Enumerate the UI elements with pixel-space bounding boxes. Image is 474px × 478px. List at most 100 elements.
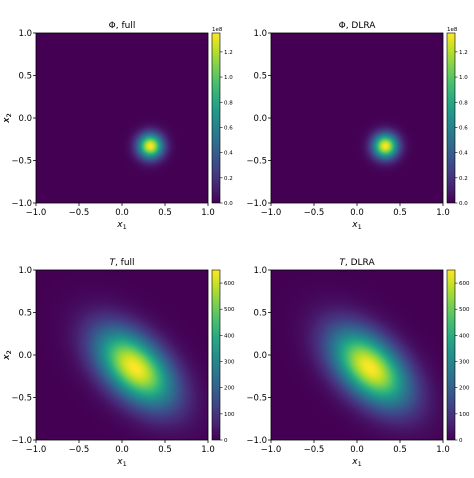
y-axis-label-subscript: 2 bbox=[5, 350, 13, 354]
y-axis-label-variable: x bbox=[2, 354, 12, 361]
panel-title-suffix: , DLRA bbox=[346, 21, 377, 31]
y-tick-label: 1.0 bbox=[253, 266, 267, 276]
x-axis-label: x1 bbox=[351, 457, 361, 468]
colorbar-tick-label: 0 bbox=[459, 438, 463, 444]
x-tick-label: −0.5 bbox=[304, 208, 325, 218]
y-axis-label: x2 bbox=[2, 350, 13, 360]
colorbar-tick-label: 0.0 bbox=[459, 201, 468, 207]
panel-title: Φ, DLRA bbox=[339, 21, 377, 31]
x-axis-label-variable: x bbox=[351, 457, 358, 467]
colorbar-tick-label: 1.2 bbox=[459, 50, 468, 56]
x-axis-label-subscript: 1 bbox=[358, 460, 362, 468]
x-axis-label-subscript: 1 bbox=[358, 223, 362, 231]
heatmap-panel-1: Φ, full −1.0 −0.5 0.0 0.5 1.0 −1.0 −0.5 0.0 0.5 1.… bbox=[2, 21, 233, 231]
y-tick-label: −1.0 bbox=[246, 436, 267, 446]
y-axis-label-variable: x bbox=[2, 354, 12, 361]
colorbar-tick-label: 200 bbox=[224, 386, 235, 392]
colorbar-tick-label: 0 bbox=[224, 438, 228, 444]
colorbar-tick-label: 600 bbox=[459, 281, 470, 287]
x-axis-label-variable: x bbox=[351, 220, 358, 230]
x-tick-label: 0.5 bbox=[393, 445, 407, 455]
colorbar bbox=[211, 269, 221, 441]
panel-title-symbol: T bbox=[339, 258, 346, 268]
panel-title: T, full bbox=[109, 258, 134, 268]
y-axis-label-subscript: 2 bbox=[5, 350, 13, 354]
panel-title-suffix: , full bbox=[116, 21, 136, 31]
x-axis-label-subscript: 1 bbox=[123, 460, 127, 468]
panel-title-symbol: T bbox=[109, 258, 116, 268]
x-tick-label: 0.0 bbox=[350, 445, 364, 455]
colorbar bbox=[211, 32, 221, 204]
x-tick-label: −1.0 bbox=[26, 208, 47, 218]
colorbar-tick-label: 0.4 bbox=[459, 151, 468, 157]
y-tick-label: −0.5 bbox=[246, 394, 267, 404]
heatmap-panel-4: T, DLRA −1.0 −0.5 0.0 0.5 1.0 −1.0 −0.5 0.0 0.5 1.… bbox=[2, 258, 470, 468]
colorbar-tick-label: 400 bbox=[459, 333, 470, 339]
x-axis-label-subscript: 1 bbox=[123, 223, 127, 231]
y-axis-label-variable: x bbox=[2, 117, 12, 124]
colorbar-tick-label: 500 bbox=[459, 307, 470, 313]
y-axis-label-subscript: 2 bbox=[5, 113, 13, 117]
x-tick-label: 1.0 bbox=[436, 445, 450, 455]
y-tick-label: −1.0 bbox=[11, 436, 32, 446]
y-tick-label: 0.0 bbox=[253, 351, 267, 361]
heatmap-image bbox=[36, 33, 208, 203]
colorbar-tick-label: 0.0 bbox=[224, 201, 233, 207]
colorbar-tick-label: 300 bbox=[224, 360, 235, 366]
panel-title-symbol: Φ bbox=[109, 21, 116, 31]
colorbar-tick-label: 0.8 bbox=[224, 100, 233, 106]
y-tick-label: −1.0 bbox=[11, 199, 32, 209]
colorbar-tick-label: 1.2 bbox=[224, 50, 233, 56]
x-tick-label: 0.5 bbox=[158, 208, 172, 218]
x-tick-label: 1.0 bbox=[201, 445, 215, 455]
x-axis-label-variable: x bbox=[116, 457, 123, 467]
y-tick-label: 0.5 bbox=[253, 72, 267, 82]
y-tick-label: 0.5 bbox=[18, 72, 32, 82]
x-tick-label: −0.5 bbox=[69, 208, 90, 218]
panel-title-symbol: Φ bbox=[339, 21, 346, 31]
colorbar-tick-label: 400 bbox=[224, 333, 235, 339]
heatmap-panel-3: T, full −1.0 −0.5 0.0 0.5 1.0 −1.0 −0.5 0.0 0.5 1.… bbox=[2, 258, 235, 468]
colorbar-tick-label: 100 bbox=[224, 412, 235, 418]
colorbar-tick-label: 0.2 bbox=[224, 176, 233, 182]
y-tick-label: −0.5 bbox=[11, 157, 32, 167]
y-tick-label: −1.0 bbox=[246, 199, 267, 209]
x-tick-label: 0.0 bbox=[115, 445, 129, 455]
x-axis-label: x1 bbox=[116, 457, 126, 468]
x-tick-label: 0.5 bbox=[393, 208, 407, 218]
colorbar-tick-label: 0.2 bbox=[459, 176, 468, 182]
heatmap-image bbox=[271, 33, 443, 203]
colorbar-tick-label: 300 bbox=[459, 360, 470, 366]
colorbar-scale-label: 1e8 bbox=[447, 27, 458, 33]
y-axis-label-subscript: 2 bbox=[5, 113, 13, 117]
colorbar-tick-label: 500 bbox=[224, 307, 235, 313]
colorbar bbox=[446, 269, 456, 441]
colorbar-tick-label: 0.8 bbox=[459, 100, 468, 106]
colorbar-tick-label: 100 bbox=[459, 412, 470, 418]
x-tick-label: 0.0 bbox=[350, 208, 364, 218]
colorbar-scale-label: 1e8 bbox=[212, 27, 223, 33]
y-tick-label: 0.0 bbox=[18, 114, 32, 124]
heatmap-image bbox=[36, 270, 208, 440]
y-tick-label: 0.5 bbox=[18, 309, 32, 319]
y-tick-label: 0.0 bbox=[18, 351, 32, 361]
y-tick-label: −0.5 bbox=[11, 394, 32, 404]
colorbar bbox=[446, 32, 456, 204]
x-tick-label: 0.0 bbox=[115, 208, 129, 218]
y-tick-label: 0.5 bbox=[253, 309, 267, 319]
colorbar-tick-label: 0.6 bbox=[459, 125, 468, 131]
y-axis-label: x2 bbox=[2, 350, 13, 360]
x-tick-label: −0.5 bbox=[304, 445, 325, 455]
y-tick-label: −0.5 bbox=[246, 157, 267, 167]
colorbar-tick-label: 200 bbox=[459, 386, 470, 392]
panel-title: T, DLRA bbox=[339, 258, 375, 268]
colorbar-tick-label: 0.6 bbox=[224, 125, 233, 131]
heatmap-panel-2: Φ, DLRA−1.0 −0.5 0.0 0.5 1.0−1.0−0.50.00.51.… bbox=[2, 21, 468, 231]
x-tick-label: 1.0 bbox=[201, 208, 215, 218]
x-tick-label: −1.0 bbox=[261, 445, 282, 455]
x-tick-label: 1.0 bbox=[436, 208, 450, 218]
x-axis-label: x1 bbox=[351, 220, 361, 231]
panel-title: Φ, full bbox=[109, 21, 136, 31]
y-axis-label-variable: x bbox=[2, 117, 12, 124]
y-axis-label: x2 bbox=[2, 113, 13, 123]
